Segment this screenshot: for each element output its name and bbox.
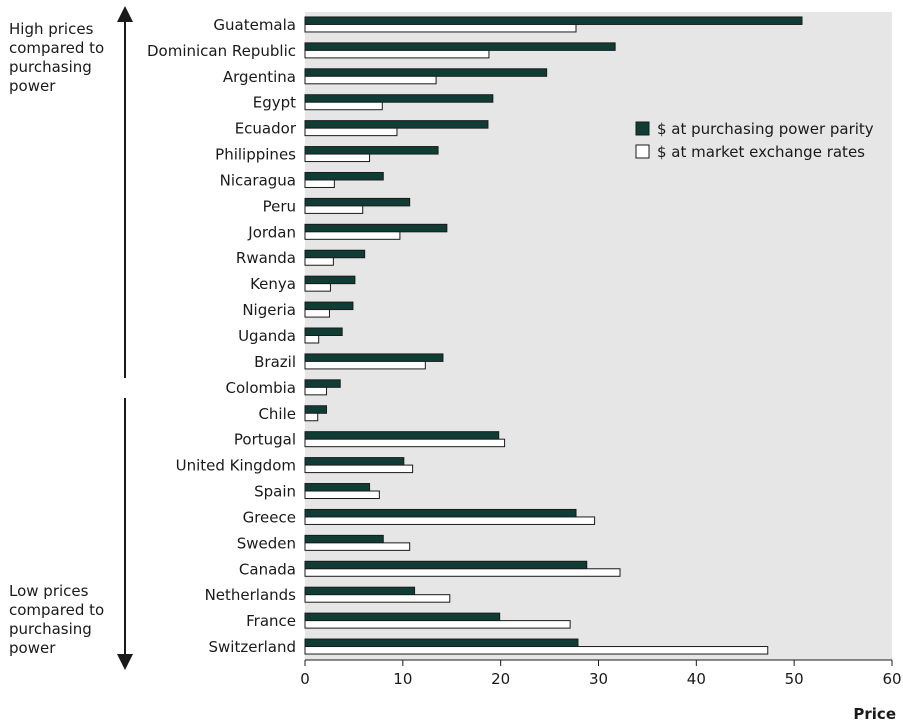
bar-market-canada: [304, 568, 621, 577]
bar-market-nigeria: [304, 309, 330, 318]
bar-ppp-egypt: [304, 94, 494, 103]
bar-ppp-rwanda: [304, 249, 366, 259]
bar-market-philippines: [304, 153, 371, 163]
bar-market-nicaragua: [304, 179, 335, 188]
x-tick-label: 0: [300, 670, 310, 688]
bar-market-switzerland: [304, 646, 769, 655]
bar-ppp-greece: [304, 508, 577, 518]
category-label: Nicaragua: [220, 171, 296, 189]
bar-market-peru: [304, 205, 364, 214]
bar-ppp-colombia: [304, 379, 341, 388]
bar-ppp-brazil: [304, 353, 444, 362]
category-label: Argentina: [223, 68, 296, 86]
bar-ppp-dominican-republic: [304, 42, 616, 51]
bar-market-dominican-republic: [304, 49, 490, 59]
category-label: Dominican Republic: [147, 42, 296, 60]
x-tick-label: 20: [491, 670, 510, 688]
legend-label-market: $ at market exchange rates: [657, 143, 865, 161]
bar-ppp-sweden: [304, 534, 384, 544]
category-label: Peru: [263, 197, 296, 215]
category-label: Canada: [239, 560, 296, 578]
category-label: Egypt: [253, 94, 296, 112]
legend: $ at purchasing power parity $ at market…: [635, 120, 874, 161]
bar-ppp-netherlands: [304, 586, 416, 596]
bar-ppp-uganda: [304, 327, 343, 336]
category-label: Switzerland: [209, 638, 297, 656]
category-label: Guatemala: [213, 16, 296, 34]
category-label: Nigeria: [242, 301, 296, 319]
bar-ppp-portugal: [304, 431, 500, 440]
bar-ppp-switzerland: [304, 638, 579, 648]
x-tick-label: 30: [589, 670, 608, 688]
category-label: Jordan: [247, 223, 296, 241]
bar-ppp-nicaragua: [304, 171, 384, 181]
bar-ppp-ecuador: [304, 120, 489, 129]
high-prices-annotation: High prices compared to purchasing power: [9, 20, 105, 95]
category-label: Sweden: [237, 534, 296, 552]
bar-market-netherlands: [304, 594, 451, 603]
x-tick-label: 10: [393, 670, 412, 688]
bar-ppp-philippines: [304, 146, 439, 155]
category-label: Brazil: [254, 353, 296, 371]
plot-area: [305, 12, 892, 660]
category-label: Uganda: [238, 327, 296, 345]
bar-market-spain: [304, 490, 380, 500]
bar-market-argentina: [304, 75, 437, 85]
category-label: Rwanda: [236, 249, 296, 267]
legend-label-ppp: $ at purchasing power parity: [657, 120, 874, 138]
x-tick-label: 60: [882, 670, 901, 688]
bar-market-egypt: [304, 101, 383, 111]
bar-market-uganda: [304, 335, 320, 344]
bar-ppp-spain: [304, 483, 371, 492]
bar-market-guatemala: [304, 23, 577, 33]
bar-market-colombia: [304, 386, 328, 396]
bar-market-brazil: [304, 360, 426, 370]
legend-swatch-market: [635, 144, 650, 159]
category-labels: Guatemala Dominican Republic Argentina Egyp…: [147, 16, 297, 656]
bar-market-kenya: [304, 283, 331, 292]
bar-ppp-argentina: [304, 68, 548, 77]
category-label: Chile: [258, 405, 296, 423]
category-label: Netherlands: [205, 586, 297, 604]
bar-market-jordan: [304, 231, 401, 240]
bar-market-france: [304, 620, 571, 629]
bar-market-ecuador: [304, 127, 398, 137]
category-label: Portugal: [234, 431, 296, 449]
bar-ppp-nigeria: [304, 301, 354, 311]
bar-ppp-kenya: [304, 275, 356, 285]
category-label: United Kingdom: [176, 457, 296, 475]
bar-market-chile: [304, 412, 319, 422]
category-label: Greece: [243, 508, 296, 526]
bar-ppp-united-kingdom: [304, 457, 405, 466]
category-label: Colombia: [226, 379, 297, 397]
x-tick-label: 50: [785, 670, 804, 688]
category-label: Kenya: [250, 275, 296, 293]
category-label: France: [246, 612, 296, 630]
bar-market-sweden: [304, 542, 411, 551]
bar-market-portugal: [304, 438, 506, 448]
bar-ppp-chile: [304, 405, 328, 414]
bar-ppp-guatemala: [304, 16, 803, 25]
x-tick-label: 40: [687, 670, 706, 688]
bar-ppp-france: [304, 612, 501, 622]
bar-ppp-peru: [304, 197, 411, 207]
bar-ppp-canada: [304, 560, 588, 570]
bar-ppp-jordan: [304, 223, 448, 233]
x-axis: 0 10 20 30 40 50 60: [300, 659, 902, 688]
bar-market-rwanda: [304, 257, 334, 266]
bar-market-greece: [304, 516, 596, 525]
low-prices-annotation: Low prices compared to purchasing power: [9, 582, 105, 657]
bars-group: [304, 16, 803, 655]
x-axis-label: Price: [853, 705, 896, 723]
category-label: Spain: [254, 483, 296, 501]
category-label: Philippines: [215, 146, 296, 164]
category-label: Ecuador: [235, 120, 297, 138]
legend-swatch-ppp: [635, 121, 650, 136]
bar-market-united-kingdom: [304, 464, 414, 474]
